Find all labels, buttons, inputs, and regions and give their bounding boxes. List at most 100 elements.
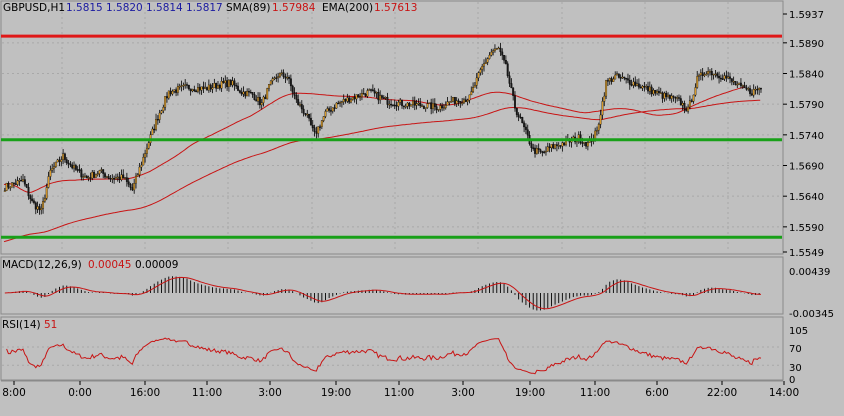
candle[interactable] xyxy=(483,59,485,72)
candle[interactable] xyxy=(184,79,187,89)
candle[interactable] xyxy=(266,87,269,100)
candle[interactable] xyxy=(353,93,356,103)
candle[interactable] xyxy=(9,186,12,191)
candle[interactable] xyxy=(738,82,741,86)
candle[interactable] xyxy=(156,115,159,125)
candle[interactable] xyxy=(366,88,369,99)
candle[interactable] xyxy=(417,98,420,106)
candle[interactable] xyxy=(455,97,458,108)
candle[interactable] xyxy=(499,42,502,56)
candle[interactable] xyxy=(559,145,562,149)
candle[interactable] xyxy=(643,82,646,92)
candle[interactable] xyxy=(339,100,342,107)
candle[interactable] xyxy=(280,69,283,76)
candle[interactable] xyxy=(269,80,272,86)
candle[interactable] xyxy=(56,158,59,163)
candle[interactable] xyxy=(38,203,41,215)
candle[interactable] xyxy=(698,73,700,82)
candle[interactable] xyxy=(262,95,265,107)
candle[interactable] xyxy=(167,90,170,100)
candle[interactable] xyxy=(87,175,90,182)
candle[interactable] xyxy=(63,152,66,163)
candle[interactable] xyxy=(442,104,445,111)
candle[interactable] xyxy=(133,178,136,194)
candle[interactable] xyxy=(202,81,205,93)
candle[interactable] xyxy=(362,87,365,95)
candle[interactable] xyxy=(18,177,21,186)
candle[interactable] xyxy=(135,172,137,189)
candle[interactable] xyxy=(674,96,677,104)
candle[interactable] xyxy=(158,109,161,123)
candle[interactable] xyxy=(495,47,498,50)
candle[interactable] xyxy=(209,83,212,93)
candle[interactable] xyxy=(69,161,72,168)
candle[interactable] xyxy=(375,91,378,99)
candle[interactable] xyxy=(545,146,547,156)
candle[interactable] xyxy=(65,157,68,166)
candle[interactable] xyxy=(481,63,484,75)
candle[interactable] xyxy=(612,76,615,82)
candle[interactable] xyxy=(555,141,558,152)
candle[interactable] xyxy=(47,171,50,189)
candle[interactable] xyxy=(606,78,609,86)
candle[interactable] xyxy=(656,89,659,96)
candle[interactable] xyxy=(34,201,37,215)
candle[interactable] xyxy=(543,150,546,154)
candle[interactable] xyxy=(534,144,536,158)
candle[interactable] xyxy=(537,143,540,154)
candle[interactable] xyxy=(350,97,352,104)
candle[interactable] xyxy=(160,109,163,115)
candle[interactable] xyxy=(27,182,30,200)
candle[interactable] xyxy=(734,81,737,86)
candle[interactable] xyxy=(599,109,602,129)
candle[interactable] xyxy=(231,76,234,88)
candle[interactable] xyxy=(532,143,535,151)
candle[interactable] xyxy=(718,71,721,84)
candle[interactable] xyxy=(351,96,354,101)
candle[interactable] xyxy=(215,82,218,92)
candle[interactable] xyxy=(368,88,371,91)
candle[interactable] xyxy=(433,98,436,111)
candle[interactable] xyxy=(330,106,332,116)
candle[interactable] xyxy=(355,94,358,105)
candle[interactable] xyxy=(131,183,134,192)
candle[interactable] xyxy=(297,94,300,106)
candle[interactable] xyxy=(463,97,465,105)
candle[interactable] xyxy=(692,94,695,104)
candle[interactable] xyxy=(23,175,26,187)
candle[interactable] xyxy=(452,97,454,103)
candle[interactable] xyxy=(661,91,664,103)
candle[interactable] xyxy=(324,109,327,119)
candle[interactable] xyxy=(459,101,462,108)
candle[interactable] xyxy=(25,183,28,189)
candle[interactable] xyxy=(657,86,660,96)
candle[interactable] xyxy=(268,84,270,92)
candle[interactable] xyxy=(690,98,693,103)
candle[interactable] xyxy=(80,167,83,181)
candle[interactable] xyxy=(224,75,227,89)
candle[interactable] xyxy=(391,104,394,107)
candle[interactable] xyxy=(249,89,252,94)
candle[interactable] xyxy=(16,176,19,187)
candle[interactable] xyxy=(681,100,684,111)
candle[interactable] xyxy=(96,171,99,177)
candle[interactable] xyxy=(226,77,229,91)
horizontal-levels[interactable] xyxy=(1,34,782,239)
candle[interactable] xyxy=(552,142,555,150)
candle[interactable] xyxy=(435,103,438,114)
candle[interactable] xyxy=(550,144,553,152)
candle[interactable] xyxy=(422,105,425,110)
candle[interactable] xyxy=(475,72,478,89)
candle[interactable] xyxy=(614,71,617,80)
candle[interactable] xyxy=(647,81,649,94)
candle[interactable] xyxy=(473,82,476,88)
candle[interactable] xyxy=(40,203,43,215)
candle[interactable] xyxy=(264,94,267,100)
candle[interactable] xyxy=(508,71,511,88)
candle[interactable] xyxy=(712,73,715,80)
candle[interactable] xyxy=(503,54,506,64)
candle[interactable] xyxy=(479,67,482,76)
candle[interactable] xyxy=(217,81,219,89)
candle[interactable] xyxy=(450,95,453,103)
